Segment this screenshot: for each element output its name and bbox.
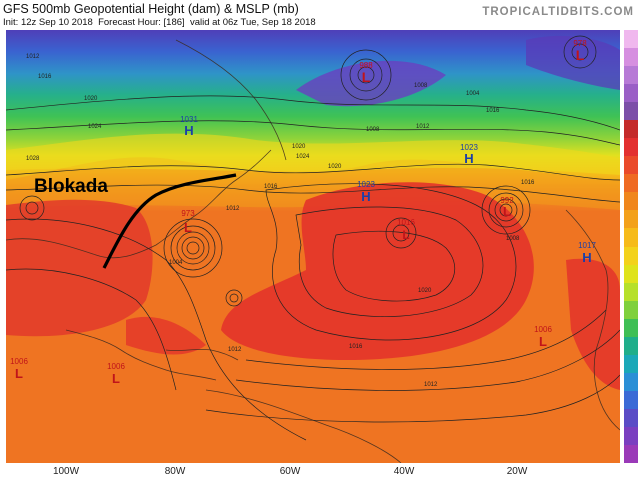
blokada-label: Blokada [34,176,108,197]
isobar-label: 1012 [26,54,40,60]
color-scale-bar [624,30,638,464]
color-scale-swatch [624,48,638,67]
isobar-label: 1008 [414,83,428,89]
isobar-label: 1012 [228,347,242,353]
blocking-line [102,173,237,269]
isobar-label: 1020 [84,96,98,102]
color-scale-swatch [624,390,638,410]
isobar-label: 1016 [264,184,278,190]
yellow-band [6,133,620,175]
low-978-marker: L [576,47,585,63]
isobar-label: 1008 [366,127,380,133]
pressure-centers: 988 L 978 L 1031 H 1023 H 1023 H 973 L 1… [10,39,596,386]
ridge-caribbean [126,316,206,355]
isobars [6,35,620,441]
color-scale-swatch [624,264,638,284]
color-scale-swatch [624,138,638,157]
color-scale-swatch [624,192,638,211]
isobar-label: 1028 [26,156,40,162]
low-1006b-marker: L [112,371,120,386]
color-scale-swatch [624,84,638,103]
isobar-label: 1004 [466,91,480,97]
brand-logo: TROPICALTIDBITS.COM [482,6,634,18]
isobar-label: 1012 [226,206,240,212]
lon-label: 100W [52,466,80,477]
color-scale-swatch [624,354,638,374]
isobar-label: 1020 [418,288,432,294]
lon-label: 20W [506,466,528,477]
low-1006a-value: 1006 [10,357,28,366]
color-scale-swatch [624,246,638,266]
color-scale-swatch [624,156,638,175]
high-1023b-value: 1023 [357,180,375,189]
lon-label: 60W [279,466,301,477]
color-scale-swatch [624,102,638,121]
isobar-label: 1012 [424,382,438,388]
run-info: Init: 12z Sep 10 2018 Forecast Hour: [18… [3,17,316,28]
isobar-label: 1024 [88,124,102,130]
color-scale-swatch [624,300,638,320]
color-scale-swatch [624,30,638,49]
isobar-label: 1016 [521,180,535,186]
lon-label: 80W [164,466,186,477]
ridge-east [566,258,620,390]
forecast-hour: Forecast Hour: [186] [98,17,185,28]
high-1031-marker: H [184,123,193,138]
init-time: Init: 12z Sep 10 2018 [3,17,93,28]
high-1023b-marker: H [361,189,370,204]
low-992-value: 992 [500,196,514,205]
color-scale-swatch [624,174,638,193]
low-1006b-value: 1006 [107,362,125,371]
isobar-label: 1004 [169,260,183,266]
isobar-label: 1016 [486,108,500,114]
low-1016-value: 1016 [397,218,415,227]
isobar-label: 1012 [416,124,430,130]
low-973-value: 973 [181,209,195,218]
color-scale-swatch [624,282,638,302]
map-title: GFS 500mb Geopotential Height (dam) & MS… [3,2,299,16]
high-1017-value: 1017 [578,241,596,250]
header: GFS 500mb Geopotential Height (dam) & MS… [0,0,640,30]
color-scale-swatch [624,408,638,428]
low-1006c-marker: L [539,334,547,349]
low-1006a-marker: L [15,366,23,381]
color-scale-swatch [624,318,638,338]
color-scale-swatch [624,426,638,446]
valid-time: valid at 06z Tue, Sep 18 2018 [189,17,316,28]
longitude-axis: 100W 80W 60W 40W 20W [0,465,640,480]
color-scale-swatch [624,372,638,392]
isobar-label: 1024 [296,154,310,160]
color-scale-swatch [624,120,638,139]
trough-northeast [526,35,620,90]
isobar-label: 1020 [328,164,342,170]
low-973-marker: L [184,220,192,235]
low-992-marker: L [503,204,511,219]
weather-map: 988 L 978 L 1031 H 1023 H 1023 H 973 L 1… [6,30,620,463]
high-1017-marker: H [582,250,591,265]
color-scale-swatch [624,66,638,85]
isobar-label: 1016 [38,74,52,80]
high-1023-value: 1023 [460,143,478,152]
map-canvas: 988 L 978 L 1031 H 1023 H 1023 H 973 L 1… [6,30,620,463]
low-1016-marker: L [402,228,409,242]
lon-label: 40W [393,466,415,477]
isobar-label: 1016 [349,344,363,350]
isobar-labels: 1012 1016 1020 1024 1028 1008 1004 1016 … [26,54,535,388]
high-1031-value: 1031 [180,115,198,124]
color-scale-swatch [624,228,638,247]
color-scale-swatch [624,444,638,464]
trough-purple [296,60,446,107]
color-scale-swatch [624,210,638,229]
color-scale-swatch [624,336,638,356]
high-1023-marker: H [464,151,473,166]
isobar-label: 1020 [292,144,306,150]
low-1006c-value: 1006 [534,325,552,334]
low-988-value: 988 [359,61,373,70]
isobar-label: 1008 [506,236,520,242]
ridge-central [221,182,534,360]
low-978-value: 978 [573,39,587,48]
low-988-marker: L [362,69,371,85]
